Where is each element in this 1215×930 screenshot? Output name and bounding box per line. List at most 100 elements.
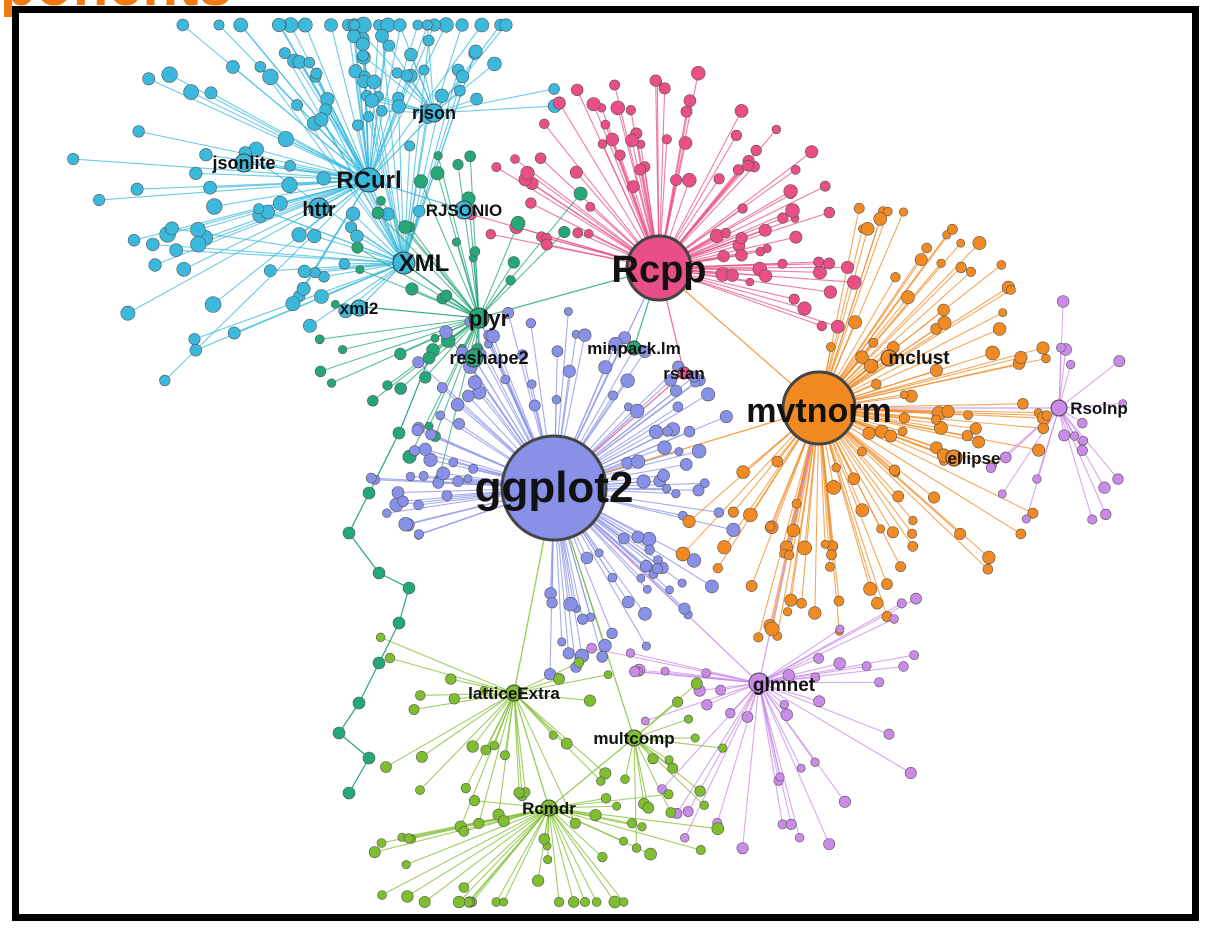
- network-edge: [1058, 360, 1120, 409]
- package-node: [695, 844, 706, 855]
- network-edge: [495, 807, 550, 903]
- network-edge: [176, 249, 405, 264]
- package-node: [899, 390, 909, 400]
- package-node: [120, 305, 136, 321]
- package-node: [176, 18, 190, 32]
- package-node: [648, 424, 664, 439]
- package-node: [630, 454, 646, 469]
- package-node: [823, 285, 838, 299]
- package-node: [364, 93, 379, 108]
- package-node: [813, 256, 825, 268]
- network-edge: [472, 692, 515, 747]
- package-node: [398, 517, 413, 532]
- package-node: [470, 92, 483, 106]
- network-edge: [633, 737, 638, 849]
- node-label-mvtnorm: mvtnorm: [746, 392, 891, 430]
- package-node: [625, 648, 636, 658]
- hub-node-rcmdr: [540, 799, 558, 817]
- network-edge: [367, 116, 405, 264]
- package-node: [1087, 514, 1098, 525]
- network-edge: [758, 682, 912, 774]
- package-node: [985, 345, 1000, 361]
- network-edge: [548, 807, 624, 842]
- package-node: [972, 236, 987, 250]
- network-edge: [433, 88, 555, 114]
- node-label-ggplot2: ggplot2: [475, 463, 634, 512]
- package-node: [368, 846, 381, 859]
- package-node: [127, 234, 141, 247]
- package-node: [423, 452, 438, 467]
- package-node: [314, 289, 329, 304]
- package-node: [600, 119, 611, 130]
- network-edge: [758, 682, 801, 838]
- network-frame: ggplot2 Rcpp mvtnorm rjson jsonlite RCurl httr…: [12, 6, 1199, 921]
- package-node: [309, 267, 321, 279]
- package-node: [430, 166, 445, 181]
- package-node: [678, 136, 693, 150]
- package-node: [629, 665, 641, 678]
- network-edge: [348, 492, 370, 534]
- package-node: [641, 641, 651, 651]
- package-node: [886, 526, 899, 539]
- package-node: [438, 17, 454, 33]
- package-node: [455, 69, 470, 84]
- package-node: [825, 562, 835, 572]
- package-node: [489, 740, 500, 751]
- package-node: [661, 484, 672, 494]
- package-node: [1041, 410, 1052, 421]
- package-node: [148, 258, 162, 272]
- package-node: [736, 842, 749, 855]
- package-node: [664, 755, 674, 765]
- network-edge: [398, 357, 430, 434]
- package-node: [914, 253, 928, 266]
- package-node: [881, 578, 893, 590]
- hub-node-jsonlite: [234, 153, 254, 173]
- network-edge: [758, 682, 846, 803]
- package-node: [884, 429, 898, 443]
- package-node: [735, 249, 748, 262]
- node-label-mclust: mclust: [888, 348, 950, 369]
- package-node: [857, 446, 867, 457]
- package-node: [732, 164, 745, 176]
- package-node: [375, 28, 389, 43]
- network-edge: [548, 807, 616, 903]
- package-node: [701, 699, 713, 711]
- package-node: [631, 843, 642, 853]
- network-edge: [513, 692, 576, 824]
- package-node: [418, 64, 430, 76]
- package-node: [963, 410, 973, 420]
- package-node: [931, 414, 942, 425]
- network-edge: [403, 110, 428, 264]
- package-node: [548, 83, 560, 95]
- network-edge: [467, 807, 550, 903]
- network-edge: [818, 407, 1044, 429]
- package-node: [657, 469, 670, 482]
- network-edge: [1058, 407, 1093, 520]
- package-node: [725, 707, 736, 719]
- package-node: [419, 371, 432, 384]
- package-node: [393, 18, 407, 32]
- package-node: [743, 507, 758, 523]
- package-node: [203, 180, 217, 195]
- network-edge: [356, 305, 480, 319]
- package-node: [314, 112, 329, 127]
- package-node: [513, 787, 525, 799]
- package-node: [637, 822, 647, 832]
- package-node: [93, 194, 106, 207]
- network-edge: [424, 317, 480, 378]
- network-edge: [633, 737, 672, 813]
- node-label-rcpp: Rcpp: [612, 249, 707, 291]
- package-node: [297, 264, 312, 278]
- label-layer: ggplot2 Rcpp mvtnorm rjson jsonlite RCurlhttr…: [211, 103, 1127, 818]
- package-node: [338, 345, 348, 355]
- package-node: [692, 484, 705, 497]
- network-edge: [399, 24, 435, 114]
- network-edge: [258, 208, 405, 264]
- package-node: [553, 896, 565, 908]
- network-edge: [403, 145, 411, 264]
- network-edge: [455, 241, 480, 319]
- package-node: [755, 246, 766, 257]
- package-node: [927, 491, 940, 504]
- package-node: [909, 650, 919, 660]
- package-node: [164, 221, 179, 236]
